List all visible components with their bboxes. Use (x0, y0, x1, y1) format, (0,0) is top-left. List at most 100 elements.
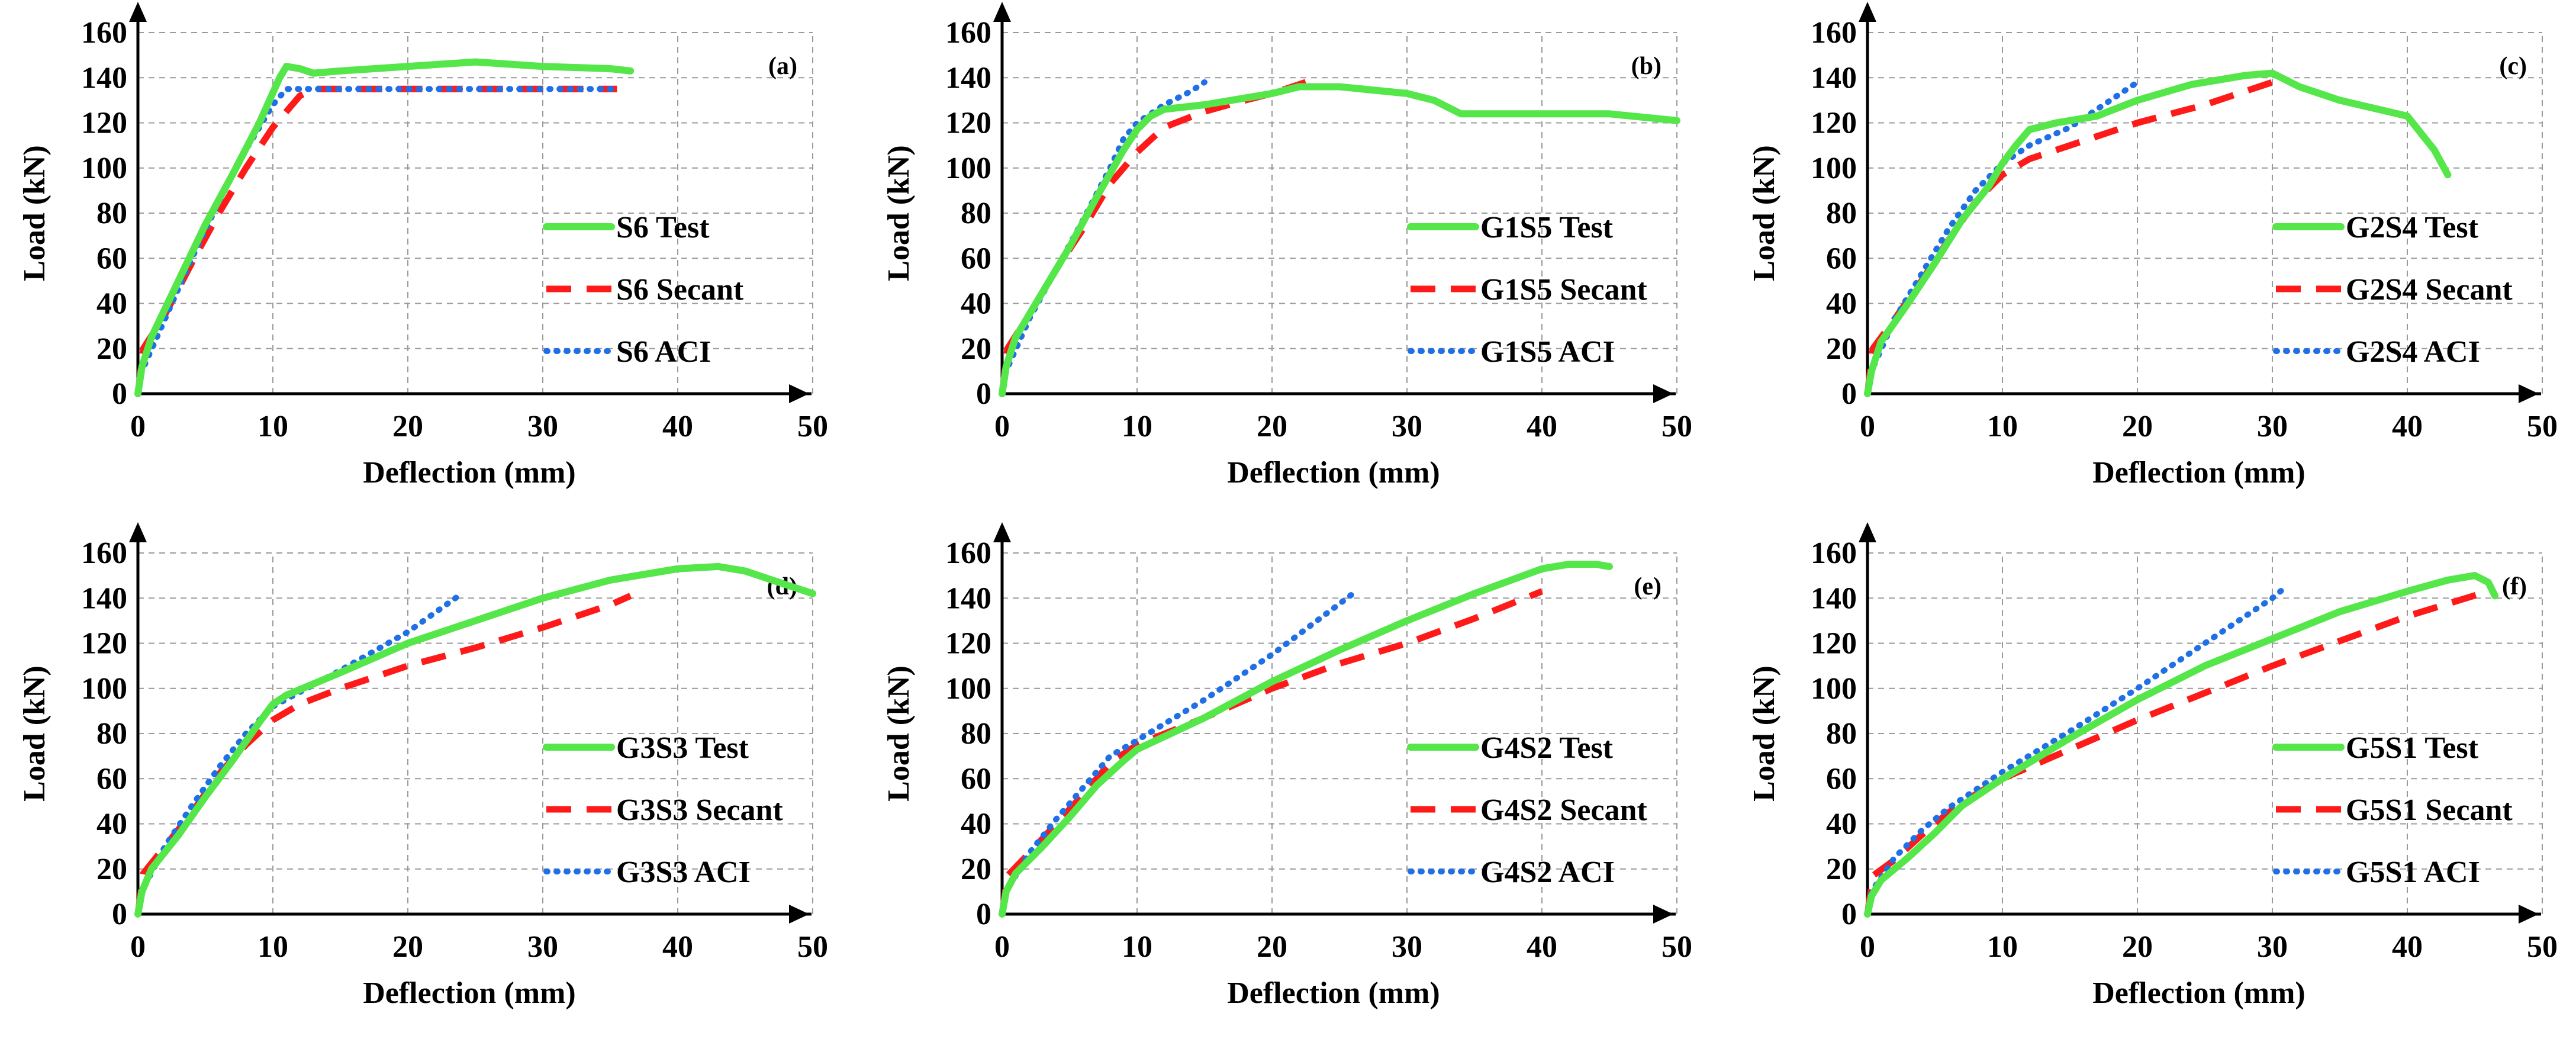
y-axis-arrow-icon (993, 522, 1011, 542)
x-tick-label: 40 (2392, 410, 2423, 443)
x-axis-arrow-icon (2519, 384, 2539, 403)
legend-label: G2S4 Secant (2346, 273, 2513, 307)
y-tick-label: 40 (1826, 808, 1857, 841)
y-tick-label: 0 (1841, 377, 1857, 411)
y-tick-label: 80 (96, 197, 127, 230)
y-tick-label: 140 (81, 61, 127, 95)
x-tick-label: 10 (1987, 930, 2018, 964)
y-axis-title: Load (kN) (882, 145, 916, 281)
y-tick-label: 20 (96, 853, 127, 886)
y-tick-label: 0 (976, 898, 991, 931)
legend-label: G2S4 Test (2346, 211, 2479, 245)
legend-label: G5S1 ACI (2346, 856, 2480, 889)
y-tick-label: 20 (961, 332, 991, 366)
y-tick-label: 0 (112, 377, 127, 411)
x-tick-label: 10 (1122, 410, 1152, 443)
y-tick-label: 120 (1811, 627, 1857, 661)
x-tick-label: 30 (527, 930, 558, 964)
y-tick-label: 160 (1811, 536, 1857, 570)
legend-label: G2S4 ACI (2346, 335, 2480, 369)
y-tick-label: 120 (945, 627, 991, 661)
x-tick-label: 50 (1661, 930, 1692, 964)
x-axis-title: Deflection (mm) (363, 456, 576, 490)
y-tick-label: 40 (961, 808, 991, 841)
series-line-dotted (999, 590, 1356, 917)
y-axis-arrow-icon (993, 2, 1011, 22)
x-tick-label: 0 (994, 930, 1010, 964)
chart-panel-b: 0 20 40 60 80 100 120 140 160 0 10 20 30 40 50 Deflecti… (882, 2, 1692, 490)
x-axis-title: Deflection (mm) (363, 976, 576, 1010)
legend-label: S6 ACI (616, 335, 711, 369)
y-axis-arrow-icon (129, 522, 147, 542)
x-tick-label: 20 (2122, 410, 2153, 443)
x-tick-label: 0 (1860, 410, 1875, 443)
legend-label: G1S5 ACI (1480, 335, 1615, 369)
series-line-solid (134, 562, 816, 918)
y-tick-label: 160 (1811, 16, 1857, 50)
legend-label: G3S3 ACI (616, 856, 751, 889)
x-tick-label: 50 (1661, 410, 1692, 443)
series-line-solid (999, 83, 1680, 397)
x-axis-arrow-icon (1653, 905, 1673, 924)
y-tick-label: 20 (1826, 853, 1857, 886)
x-tick-label: 50 (797, 930, 828, 964)
y-tick-label: 40 (96, 287, 127, 321)
x-tick-label: 40 (1527, 930, 1557, 964)
x-tick-label: 10 (1987, 410, 2018, 443)
panel-tag: (c) (2499, 53, 2527, 80)
y-tick-label: 100 (945, 672, 991, 706)
panel-tag: (f) (2502, 573, 2527, 600)
x-tick-label: 40 (662, 930, 693, 964)
y-tick-label: 60 (1826, 242, 1857, 275)
y-tick-label: 100 (945, 152, 991, 185)
x-tick-label: 0 (1860, 930, 1875, 964)
x-tick-label: 20 (392, 410, 423, 443)
y-tick-label: 40 (96, 808, 127, 841)
y-tick-label: 120 (81, 107, 127, 140)
x-tick-label: 30 (2257, 930, 2288, 964)
y-tick-label: 140 (81, 581, 127, 615)
x-tick-label: 0 (130, 410, 146, 443)
x-tick-label: 30 (1392, 930, 1422, 964)
y-tick-label: 20 (961, 853, 991, 886)
series-line-solid (134, 58, 635, 397)
y-axis-title: Load (kN) (18, 665, 51, 802)
panel-tag: (b) (1631, 53, 1661, 80)
y-tick-label: 80 (961, 717, 991, 751)
y-axis-title: Load (kN) (1747, 145, 1781, 281)
y-tick-label: 60 (96, 762, 127, 796)
x-tick-label: 50 (2527, 410, 2558, 443)
y-axis-arrow-icon (1859, 2, 1876, 22)
x-tick-label: 10 (257, 930, 288, 964)
chart-panel-f: 0 20 40 60 80 100 120 140 160 0 10 20 30 40 50 Deflecti… (1747, 522, 2558, 1010)
y-tick-label: 60 (96, 242, 127, 275)
y-tick-label: 40 (961, 287, 991, 321)
legend-label: G1S5 Secant (1480, 273, 1647, 307)
x-axis-arrow-icon (1653, 384, 1673, 403)
y-axis-title: Load (kN) (882, 665, 916, 802)
legend-label: G4S2 ACI (1480, 856, 1615, 889)
series-line-dashed (999, 79, 1307, 394)
y-tick-label: 60 (1826, 762, 1857, 796)
y-tick-label: 160 (945, 536, 991, 570)
y-tick-label: 120 (81, 627, 127, 661)
panel-tag: (a) (768, 53, 797, 80)
y-tick-label: 140 (945, 61, 991, 95)
chart-panel-d: 0 20 40 60 80 100 120 140 160 0 10 20 30 40 50 Deflecti… (18, 522, 828, 1010)
series-line-solid (1864, 69, 2452, 397)
series-line-solid (999, 561, 1613, 918)
x-tick-label: 40 (1527, 410, 1557, 443)
y-tick-label: 100 (1811, 152, 1857, 185)
y-tick-label: 60 (961, 242, 991, 275)
x-tick-label: 20 (392, 930, 423, 964)
legend-label: G1S5 Test (1480, 211, 1614, 245)
panel-tag: (e) (1634, 573, 1661, 600)
series-line-solid (1864, 572, 2499, 918)
y-tick-label: 120 (1811, 107, 1857, 140)
y-axis-title: Load (kN) (18, 145, 51, 281)
y-axis-arrow-icon (1859, 522, 1876, 542)
y-tick-label: 100 (81, 672, 127, 706)
y-tick-label: 160 (945, 16, 991, 50)
chart-panel-c: 0 20 40 60 80 100 120 140 160 0 10 20 30 40 50 Deflecti… (1747, 2, 2558, 490)
series-line-dotted (135, 86, 620, 397)
